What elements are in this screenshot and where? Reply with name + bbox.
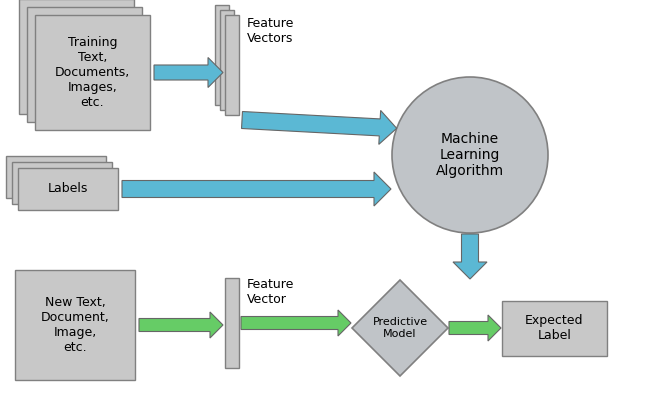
Text: Predictive
Model: Predictive Model [372,317,428,339]
Text: Labels: Labels [48,182,88,196]
Text: Feature
Vector: Feature Vector [247,278,294,306]
Polygon shape [122,172,391,206]
Bar [220,10,234,110]
Bar [225,15,239,115]
Polygon shape [242,110,396,144]
Polygon shape [453,234,487,279]
Bar [215,5,229,105]
Polygon shape [139,312,223,338]
Polygon shape [241,310,351,336]
Text: Training
Text,
Documents,
Images,
etc.: Training Text, Documents, Images, etc. [55,36,130,109]
Bar [6,156,106,198]
Bar [19,0,134,114]
Ellipse shape [392,77,548,233]
Text: New Text,
Document,
Image,
etc.: New Text, Document, Image, etc. [40,296,109,354]
Bar [225,278,239,368]
Polygon shape [352,280,448,376]
Bar [15,270,135,380]
Bar [502,300,607,356]
Bar [27,7,142,122]
Bar [18,168,118,210]
Polygon shape [154,58,223,88]
Text: Feature
Vectors: Feature Vectors [247,17,294,45]
Bar [12,162,112,204]
Bar [35,15,150,130]
Text: Machine
Learning
Algorithm: Machine Learning Algorithm [436,132,504,178]
Text: Expected
Label: Expected Label [525,314,584,342]
Polygon shape [449,315,501,341]
